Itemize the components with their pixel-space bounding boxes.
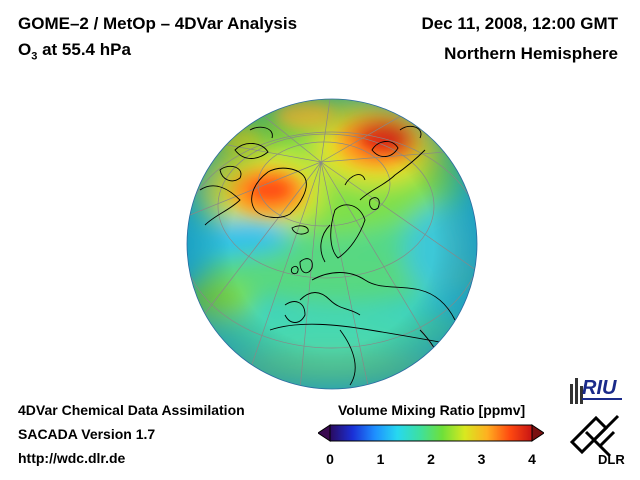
graticule xyxy=(187,99,477,389)
species-subscript: 3 xyxy=(31,50,38,63)
analysis-date: Dec 11, 2008, 12:00 GMT xyxy=(421,14,618,33)
coastlines xyxy=(199,125,456,386)
dlr-logo: DLR xyxy=(569,414,625,467)
hemisphere-label: Northern Hemisphere xyxy=(444,44,618,63)
map-subtitle: O3 at 55.4 hPa xyxy=(18,40,131,62)
colorbar-tick-label: 2 xyxy=(427,451,435,467)
colorbar-tick-label: 0 xyxy=(326,451,334,467)
colorbar-tick-label: 1 xyxy=(376,451,385,467)
colorbar xyxy=(318,424,544,442)
colorbar-title: Volume Mixing Ratio [ppmv] xyxy=(338,402,526,418)
footer-method: 4DVar Chemical Data Assimilation xyxy=(18,402,245,418)
pressure-level: at 55.4 hPa xyxy=(37,40,131,59)
dlr-logo-text: DLR xyxy=(598,452,625,467)
riu-logo-text: RIU xyxy=(582,377,617,399)
ozone-field xyxy=(187,99,477,389)
colorbar-scale xyxy=(329,424,533,442)
map-title: GOME–2 / MetOp – 4DVar Analysis xyxy=(18,14,298,33)
footer-version: SACADA Version 1.7 xyxy=(18,426,156,442)
footer-url[interactable]: http://wdc.dlr.de xyxy=(18,450,126,466)
riu-logo: RIU xyxy=(570,377,622,404)
colorbar-low-arrow xyxy=(318,424,331,442)
colorbar-high-arrow xyxy=(531,424,544,442)
colorbar-tick-label: 3 xyxy=(477,451,486,467)
species-symbol: O xyxy=(18,40,32,59)
colorbar-tick-label: 4 xyxy=(528,451,536,467)
